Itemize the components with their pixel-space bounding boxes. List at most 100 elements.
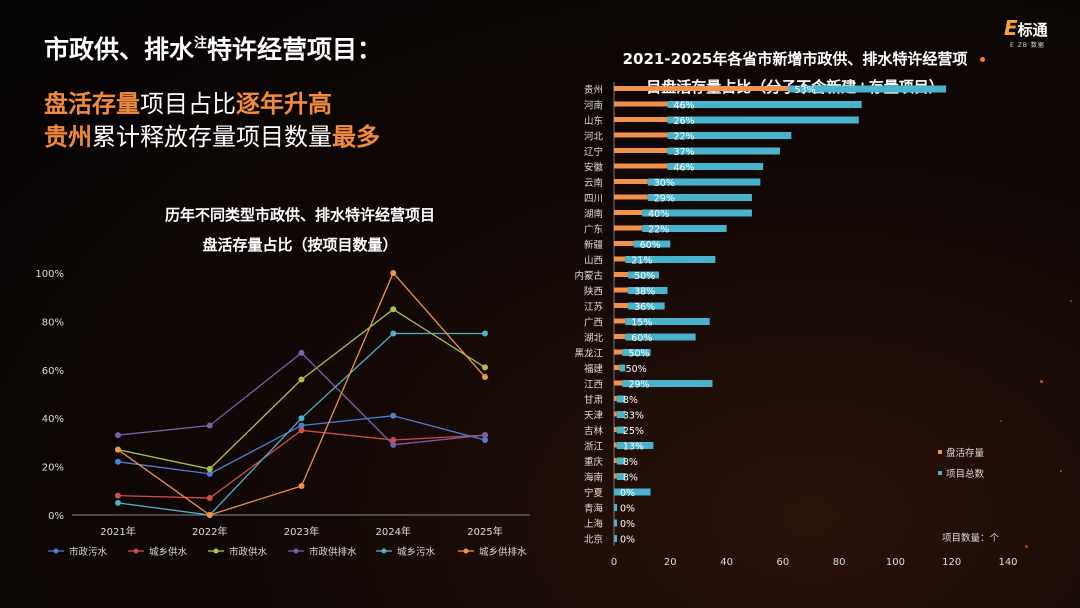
x-tick-label: 0	[611, 557, 617, 568]
category-label: 上海	[584, 518, 604, 530]
data-label: 38%	[634, 287, 655, 298]
bar-total	[614, 488, 651, 496]
bar-stock	[614, 163, 668, 169]
x-tick-label: 2025年	[467, 525, 502, 538]
headline-highlight: 最多	[332, 123, 380, 151]
series-point	[115, 446, 121, 453]
bar-stock	[614, 148, 668, 153]
data-label: 13%	[623, 442, 644, 453]
series-point	[390, 330, 397, 337]
data-label: 8%	[623, 457, 638, 468]
data-label: 8%	[623, 473, 638, 484]
logo-letter: E	[1004, 16, 1018, 40]
bar-stock	[614, 194, 648, 200]
legend-label: 市政供排水	[309, 546, 357, 558]
line-chart-subtitle: 盘活存量占比（按项目数量）	[202, 236, 398, 254]
legend-label: 盘活存量	[946, 447, 985, 459]
series-point	[115, 432, 121, 439]
category-label: 海南	[584, 472, 603, 484]
bar-stock	[614, 473, 617, 479]
category-label: 福建	[584, 363, 604, 375]
bar-stock	[614, 101, 668, 107]
legend-swatch	[938, 450, 942, 454]
y-tick-label: 20%	[42, 463, 64, 474]
bar-total	[667, 132, 792, 139]
bar-stock	[614, 458, 617, 463]
bar-stock	[614, 380, 623, 386]
logo-tagline: E ZB 数据	[1010, 42, 1045, 49]
data-label: 46%	[673, 101, 694, 112]
data-label: 29%	[654, 194, 675, 205]
x-tick-label: 2022年	[192, 525, 227, 538]
data-label: 40%	[648, 209, 669, 220]
category-label: 内蒙古	[574, 270, 603, 282]
bar-total	[625, 333, 696, 341]
data-label: 8%	[623, 395, 638, 406]
bar-stock	[614, 442, 617, 448]
series-point	[390, 441, 397, 448]
category-label: 河南	[584, 100, 603, 112]
series-point	[482, 436, 488, 443]
data-label: 0%	[620, 519, 635, 530]
series-point	[206, 495, 213, 502]
series-point	[206, 422, 213, 429]
y-tick-label: 80%	[42, 317, 64, 328]
data-label: 53%	[794, 85, 815, 96]
bar-stock	[614, 318, 626, 324]
bar-total	[633, 240, 671, 248]
bar-stock	[614, 256, 626, 262]
category-label: 广西	[584, 317, 603, 329]
bar-total	[667, 163, 764, 170]
legend-label: 城乡供水	[149, 546, 188, 558]
category-label: 河北	[584, 131, 604, 143]
x-tick-label: 2024年	[376, 525, 411, 538]
bar-stock	[614, 210, 643, 215]
bar-total	[622, 380, 713, 387]
legend-swatch-dot	[133, 548, 139, 554]
bar-stock	[614, 179, 648, 184]
legend-swatch-dot	[53, 548, 59, 554]
series-point	[390, 436, 397, 443]
bar-stock	[614, 349, 623, 355]
headline-text: 累计释放存量项目数量	[92, 123, 332, 151]
series-point	[482, 432, 488, 439]
bar-total	[614, 535, 617, 542]
category-label: 黑龙江	[574, 348, 603, 360]
data-label: 0%	[620, 504, 635, 515]
series-point	[206, 470, 213, 477]
category-label: 山东	[584, 115, 603, 127]
bar-total	[616, 395, 626, 403]
series-point	[482, 364, 488, 371]
category-label: 青海	[584, 503, 604, 515]
legend-label: 城乡供排水	[479, 546, 527, 558]
line-chart: 0% 20% 40% 60% 80% 100% 2021年 2022年 2023年 2024年 20…	[35, 269, 530, 558]
category-label: 贵州	[584, 84, 603, 96]
bar-total	[625, 256, 716, 263]
headline-line-2: 贵州累计释放存量项目数量最多	[44, 117, 380, 152]
x-tick-label: 40	[720, 557, 733, 568]
category-label: 新疆	[584, 239, 604, 251]
brand-logo: E标通 E ZB 数据	[1004, 16, 1060, 50]
category-label: 湖南	[584, 208, 603, 220]
headline-highlight: 盘活存量	[44, 90, 140, 118]
series-line	[117, 271, 486, 516]
series-point	[115, 458, 121, 465]
data-label: 21%	[631, 256, 652, 267]
x-tick-label: 140	[998, 557, 1017, 568]
bar-total	[614, 519, 617, 527]
category-label: 湖北	[584, 333, 604, 344]
bar-stock	[614, 225, 643, 231]
bar-total	[642, 209, 752, 217]
data-label: 25%	[623, 426, 644, 437]
bar-stock	[614, 132, 668, 138]
data-label: 60%	[640, 240, 661, 251]
series-point	[482, 374, 488, 381]
series-point	[298, 376, 305, 383]
bar-total	[647, 178, 761, 186]
page-title: 市政供、排水注特许经营项目：	[44, 30, 382, 66]
bar-total	[667, 116, 859, 124]
legend-swatch-dot	[463, 548, 469, 554]
bar-total	[625, 318, 710, 325]
legend-swatch-dot	[213, 548, 219, 554]
series-point	[298, 349, 305, 356]
